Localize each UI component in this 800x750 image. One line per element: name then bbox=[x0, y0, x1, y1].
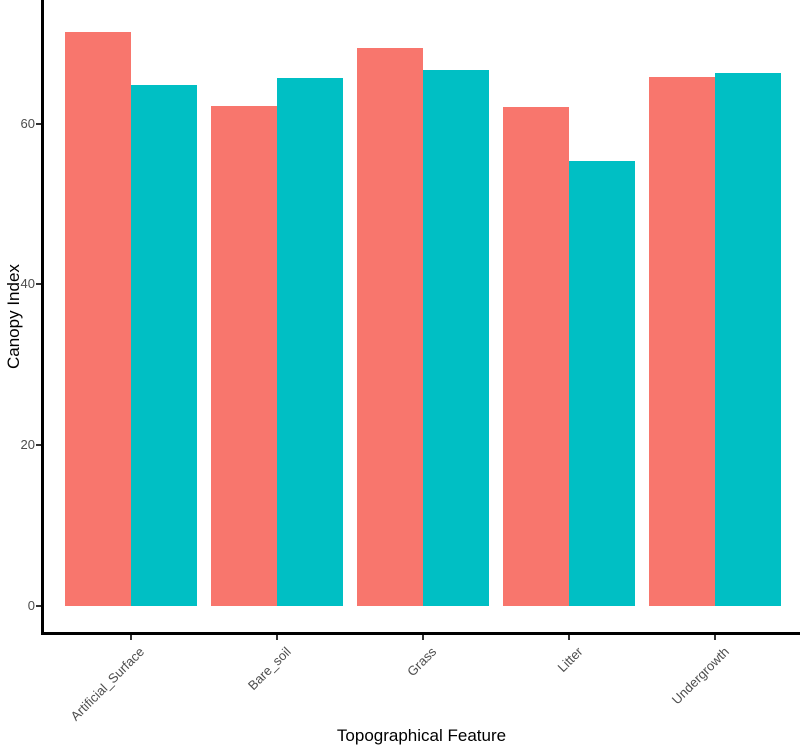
bar-artificial_surface-series-1 bbox=[65, 31, 131, 606]
y-axis-title: Canopy Index bbox=[4, 264, 23, 369]
bar-bare_soil-series-2 bbox=[277, 77, 343, 606]
x-tick-label: Bare_soil bbox=[244, 644, 294, 693]
bar-undergrowth-series-2 bbox=[715, 72, 781, 606]
y-axis-line bbox=[41, 0, 44, 635]
x-tick-mark bbox=[714, 635, 716, 640]
y-tick-mark bbox=[36, 444, 41, 447]
bar-artificial_surface-series-2 bbox=[131, 85, 197, 606]
y-tick-label: 20 bbox=[20, 437, 35, 453]
x-axis-line bbox=[41, 632, 800, 635]
y-tick-mark bbox=[36, 605, 41, 607]
x-tick-mark bbox=[422, 635, 424, 640]
x-tick-mark bbox=[568, 635, 570, 640]
bar-litter-series-1 bbox=[503, 106, 569, 606]
bar-grass-series-1 bbox=[357, 48, 423, 606]
y-tick-label: 60 bbox=[20, 115, 35, 131]
x-tick-label: Undergrowth bbox=[668, 644, 732, 708]
y-tick-label: 0 bbox=[27, 598, 35, 613]
x-tick-label: Artificial_Surface bbox=[68, 644, 148, 724]
y-tick-mark bbox=[36, 283, 41, 286]
bar-grass-series-2 bbox=[423, 69, 489, 606]
y-tick-mark bbox=[36, 122, 41, 125]
x-axis-title: Topographical Feature bbox=[336, 726, 507, 745]
x-tick-label: Litter bbox=[554, 644, 586, 676]
x-tick-label: Grass bbox=[404, 644, 440, 680]
bar-litter-series-2 bbox=[569, 160, 635, 606]
x-tick-mark bbox=[130, 635, 132, 640]
y-tick-label: 40 bbox=[20, 276, 35, 292]
bar-bare_soil-series-1 bbox=[211, 105, 277, 606]
x-tick-mark bbox=[276, 635, 278, 640]
bar-undergrowth-series-1 bbox=[649, 76, 715, 606]
